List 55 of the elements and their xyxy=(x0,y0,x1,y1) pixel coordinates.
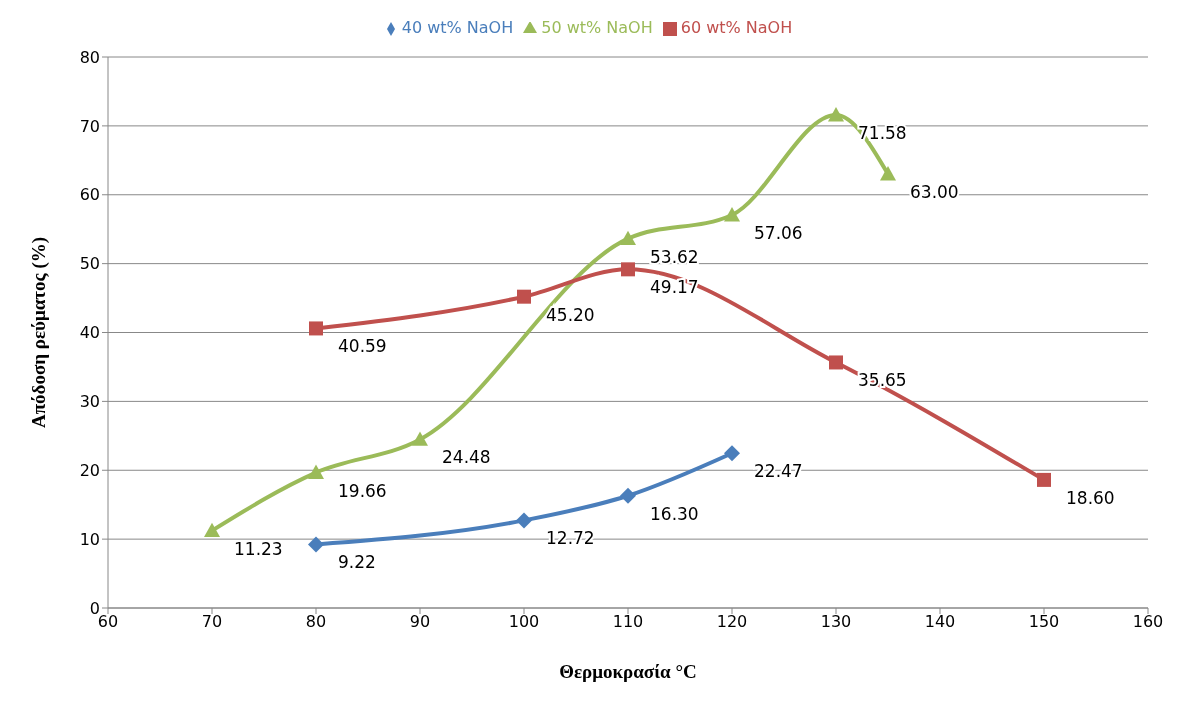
data-label: 12.72 xyxy=(546,528,595,549)
data-label: 53.62 xyxy=(650,246,699,267)
point xyxy=(517,289,531,304)
point xyxy=(621,262,635,277)
y-tick-label: 70 xyxy=(79,116,100,136)
y-tick-label: 60 xyxy=(79,185,100,205)
data-label: 18.60 xyxy=(1066,487,1115,508)
data-label: 49.17 xyxy=(650,277,699,298)
point xyxy=(309,321,323,336)
data-label: 11.23 xyxy=(234,538,283,559)
y-tick-label: 30 xyxy=(79,392,100,412)
x-tick-label: 70 xyxy=(201,612,223,632)
x-tick-label: 110 xyxy=(612,612,644,632)
y-tick-label: 40 xyxy=(79,323,100,343)
point xyxy=(412,431,428,446)
x-axis-title: Θερμοκρασία °C xyxy=(559,661,697,682)
x-tick-label: 160 xyxy=(1132,612,1164,632)
x-tick-label: 80 xyxy=(305,612,327,632)
data-label: 24.48 xyxy=(442,447,491,468)
point xyxy=(828,106,844,122)
x-tick-label: 140 xyxy=(924,612,956,632)
data-label: 40.59 xyxy=(338,336,387,357)
point xyxy=(204,522,220,538)
point xyxy=(516,512,532,529)
y-tick-label: 20 xyxy=(79,460,100,480)
data-label: 19.66 xyxy=(338,480,387,501)
x-tick-label: 150 xyxy=(1028,612,1060,632)
y-tick-label: 0 xyxy=(89,598,100,618)
legend-label: 60 wt% NaOH xyxy=(680,18,793,37)
point xyxy=(880,166,896,181)
y-axis-title: Απόδοση ρεύματος (%) xyxy=(27,236,50,429)
point xyxy=(620,230,636,246)
point xyxy=(1037,472,1051,487)
x-tick-label: 90 xyxy=(409,612,431,632)
point xyxy=(829,355,843,370)
x-tick-label: 130 xyxy=(820,612,852,632)
data-label: 63.00 xyxy=(910,182,959,203)
data-label: 45.20 xyxy=(546,304,595,325)
point xyxy=(308,536,324,553)
point xyxy=(308,464,324,479)
point xyxy=(620,487,636,504)
data-label: 57.06 xyxy=(754,223,803,243)
data-label: 22.47 xyxy=(754,461,803,482)
y-tick-label: 10 xyxy=(79,529,100,549)
data-label: 16.30 xyxy=(650,503,699,524)
legend-label: 50 wt% NaOH xyxy=(541,18,653,37)
x-tick-label: 100 xyxy=(508,612,540,632)
x-tick-label: 60 xyxy=(97,612,119,632)
legend-label: 40 wt% NaOH xyxy=(401,18,514,37)
y-tick-label: 50 xyxy=(79,254,100,274)
data-label: 9.22 xyxy=(338,552,376,573)
point xyxy=(724,445,740,462)
x-tick-label: 120 xyxy=(716,612,748,632)
point xyxy=(724,207,740,222)
y-tick-label: 80 xyxy=(79,47,100,67)
